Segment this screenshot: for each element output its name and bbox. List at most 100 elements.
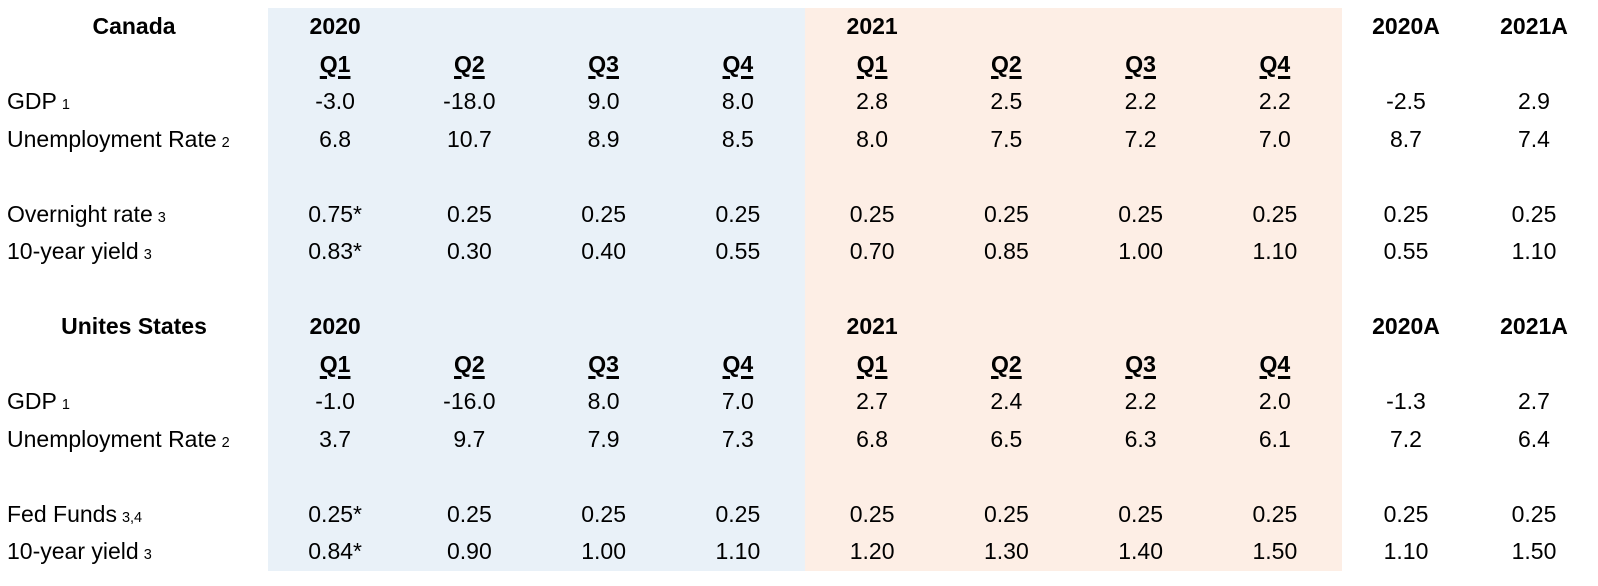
value-cell-annual-2021: 1.10	[1511, 238, 1557, 264]
row-label-text: 10-year yield	[7, 538, 139, 564]
value-cell-2021: 7.5	[990, 125, 1023, 152]
value-cell-2020: 1.00	[581, 538, 626, 564]
value-cell-2020: 0.25	[446, 500, 492, 527]
section-title: Canada	[92, 13, 176, 39]
value-cell-2020: 8.0	[587, 388, 620, 414]
footnote-marker: 2	[221, 134, 230, 151]
footnote-marker: 1	[61, 397, 70, 413]
value-cell-2021: 1.10	[1252, 238, 1298, 264]
row-label: Unemployment Rate 2	[0, 121, 268, 159]
footnote-marker: 3	[143, 547, 152, 563]
year-2021-header: 2021	[846, 313, 898, 339]
quarter-header: Q3	[1125, 50, 1156, 77]
annual-2020-header: 2020A	[1372, 13, 1440, 39]
value-cell-2020: 8.0	[721, 88, 754, 114]
value-cell-2020: 0.25	[581, 200, 626, 227]
row-label-text: 10-year yield	[7, 238, 139, 264]
quarter-header: Q2	[454, 350, 485, 377]
value-cell-2020: 0.40	[581, 238, 626, 264]
value-cell-2021: 6.1	[1258, 425, 1291, 452]
annual-2021-header: 2021A	[1500, 313, 1568, 339]
row-label-text: GDP	[7, 88, 57, 114]
value-cell-2020: 0.25	[446, 200, 492, 227]
quarter-header: Q2	[991, 50, 1022, 77]
value-cell-2020: 7.0	[721, 388, 754, 414]
value-cell-2020: 3.7	[319, 425, 352, 452]
value-cell-2020: 6.8	[319, 125, 352, 152]
footnote-marker: 3,4	[121, 509, 143, 526]
value-cell-annual-2020: -2.5	[1386, 88, 1426, 114]
value-cell-2021: 0.25	[1118, 200, 1163, 227]
quarter-header: Q4	[722, 350, 754, 377]
value-cell-2021: 0.25	[1252, 200, 1298, 227]
row-label: Overnight rate 3	[0, 196, 268, 234]
row-label: 10-year yield 3	[0, 533, 268, 571]
row-label: 10-year yield 3	[0, 233, 268, 271]
row-label: Unemployment Rate 2	[0, 421, 268, 459]
year-2020-header: 2020	[309, 13, 361, 39]
value-cell-2021: 8.0	[856, 125, 889, 152]
quarter-header: Q4	[1259, 50, 1291, 77]
value-cell-annual-2021: 2.7	[1518, 388, 1550, 414]
quarter-header: Q1	[319, 50, 351, 77]
row-label-text: Unemployment Rate	[7, 125, 217, 152]
section-title: Unites States	[61, 313, 207, 339]
value-cell-2020: -1.0	[315, 388, 355, 414]
value-cell-annual-2020: 0.25	[1383, 500, 1429, 527]
quarter-header: Q4	[722, 50, 754, 77]
value-cell-2021: 0.25	[1252, 500, 1298, 527]
row-label: Fed Funds 3,4	[0, 496, 268, 534]
annual-2020-header: 2020A	[1372, 313, 1440, 339]
row-label-text: GDP	[7, 388, 57, 414]
row-label-text: Overnight rate	[7, 200, 153, 227]
value-cell-2020: 0.30	[446, 238, 492, 264]
value-cell-2021: 6.3	[1124, 425, 1157, 452]
value-cell-2021: 2.5	[990, 88, 1023, 114]
value-cell-annual-2020: 8.7	[1390, 125, 1422, 152]
value-cell-2021: 2.0	[1258, 388, 1291, 414]
value-cell-2020: 8.5	[721, 125, 754, 152]
value-cell-2020: 0.75*	[308, 200, 362, 227]
value-cell-2020: 7.3	[721, 425, 754, 452]
footnote-marker: 3	[143, 247, 152, 263]
value-cell-2020: 0.25*	[308, 500, 362, 527]
value-cell-2021: 2.2	[1258, 88, 1291, 114]
value-cell-2021: 0.25	[983, 500, 1029, 527]
quarter-header: Q2	[454, 50, 485, 77]
value-cell-annual-2021: 2.9	[1518, 88, 1550, 114]
footnote-marker: 1	[61, 97, 70, 113]
value-cell-2021: 2.7	[856, 388, 889, 414]
value-cell-2020: -18.0	[443, 88, 496, 114]
value-cell-2020: 0.84*	[308, 538, 362, 564]
value-cell-2021: 2.2	[1124, 88, 1157, 114]
quarter-header: Q3	[588, 350, 619, 377]
value-cell-2020: 0.25	[715, 500, 761, 527]
value-cell-2021: 1.20	[849, 538, 895, 564]
value-cell-2021: 0.25	[983, 200, 1029, 227]
value-cell-2021: 2.4	[990, 388, 1023, 414]
fill-2020-band	[268, 8, 805, 571]
table-grid: Canada 2020 2021 2020A 2021A Q1 Q1 Q2 Q2 Q3 Q3 Q4 Q4…	[0, 8, 1598, 571]
value-cell-2021: 2.2	[1124, 388, 1157, 414]
value-cell-annual-2021: 7.4	[1518, 125, 1550, 152]
row-label: GDP 1	[0, 383, 268, 421]
value-cell-2020: 9.0	[587, 88, 620, 114]
value-cell-2020: -3.0	[315, 88, 355, 114]
quarter-header: Q2	[991, 350, 1022, 377]
fill-2021-band	[805, 8, 1342, 571]
year-2021-header: 2021	[846, 13, 898, 39]
quarter-header: Q4	[1259, 350, 1291, 377]
annual-2021-header: 2021A	[1500, 13, 1568, 39]
value-cell-annual-2021: 0.25	[1511, 200, 1557, 227]
value-cell-2021: 2.8	[856, 88, 889, 114]
value-cell-2021: 7.0	[1258, 125, 1291, 152]
value-cell-2021: 0.25	[849, 500, 895, 527]
value-cell-2021: 1.00	[1118, 238, 1163, 264]
value-cell-2021: 0.25	[1118, 500, 1163, 527]
quarter-header: Q3	[588, 50, 619, 77]
value-cell-2020: 10.7	[446, 125, 492, 152]
row-label-text: Fed Funds	[7, 500, 117, 527]
value-cell-annual-2021: 6.4	[1518, 425, 1550, 452]
value-cell-2020: 1.10	[715, 538, 761, 564]
value-cell-annual-2020: 0.25	[1383, 200, 1429, 227]
